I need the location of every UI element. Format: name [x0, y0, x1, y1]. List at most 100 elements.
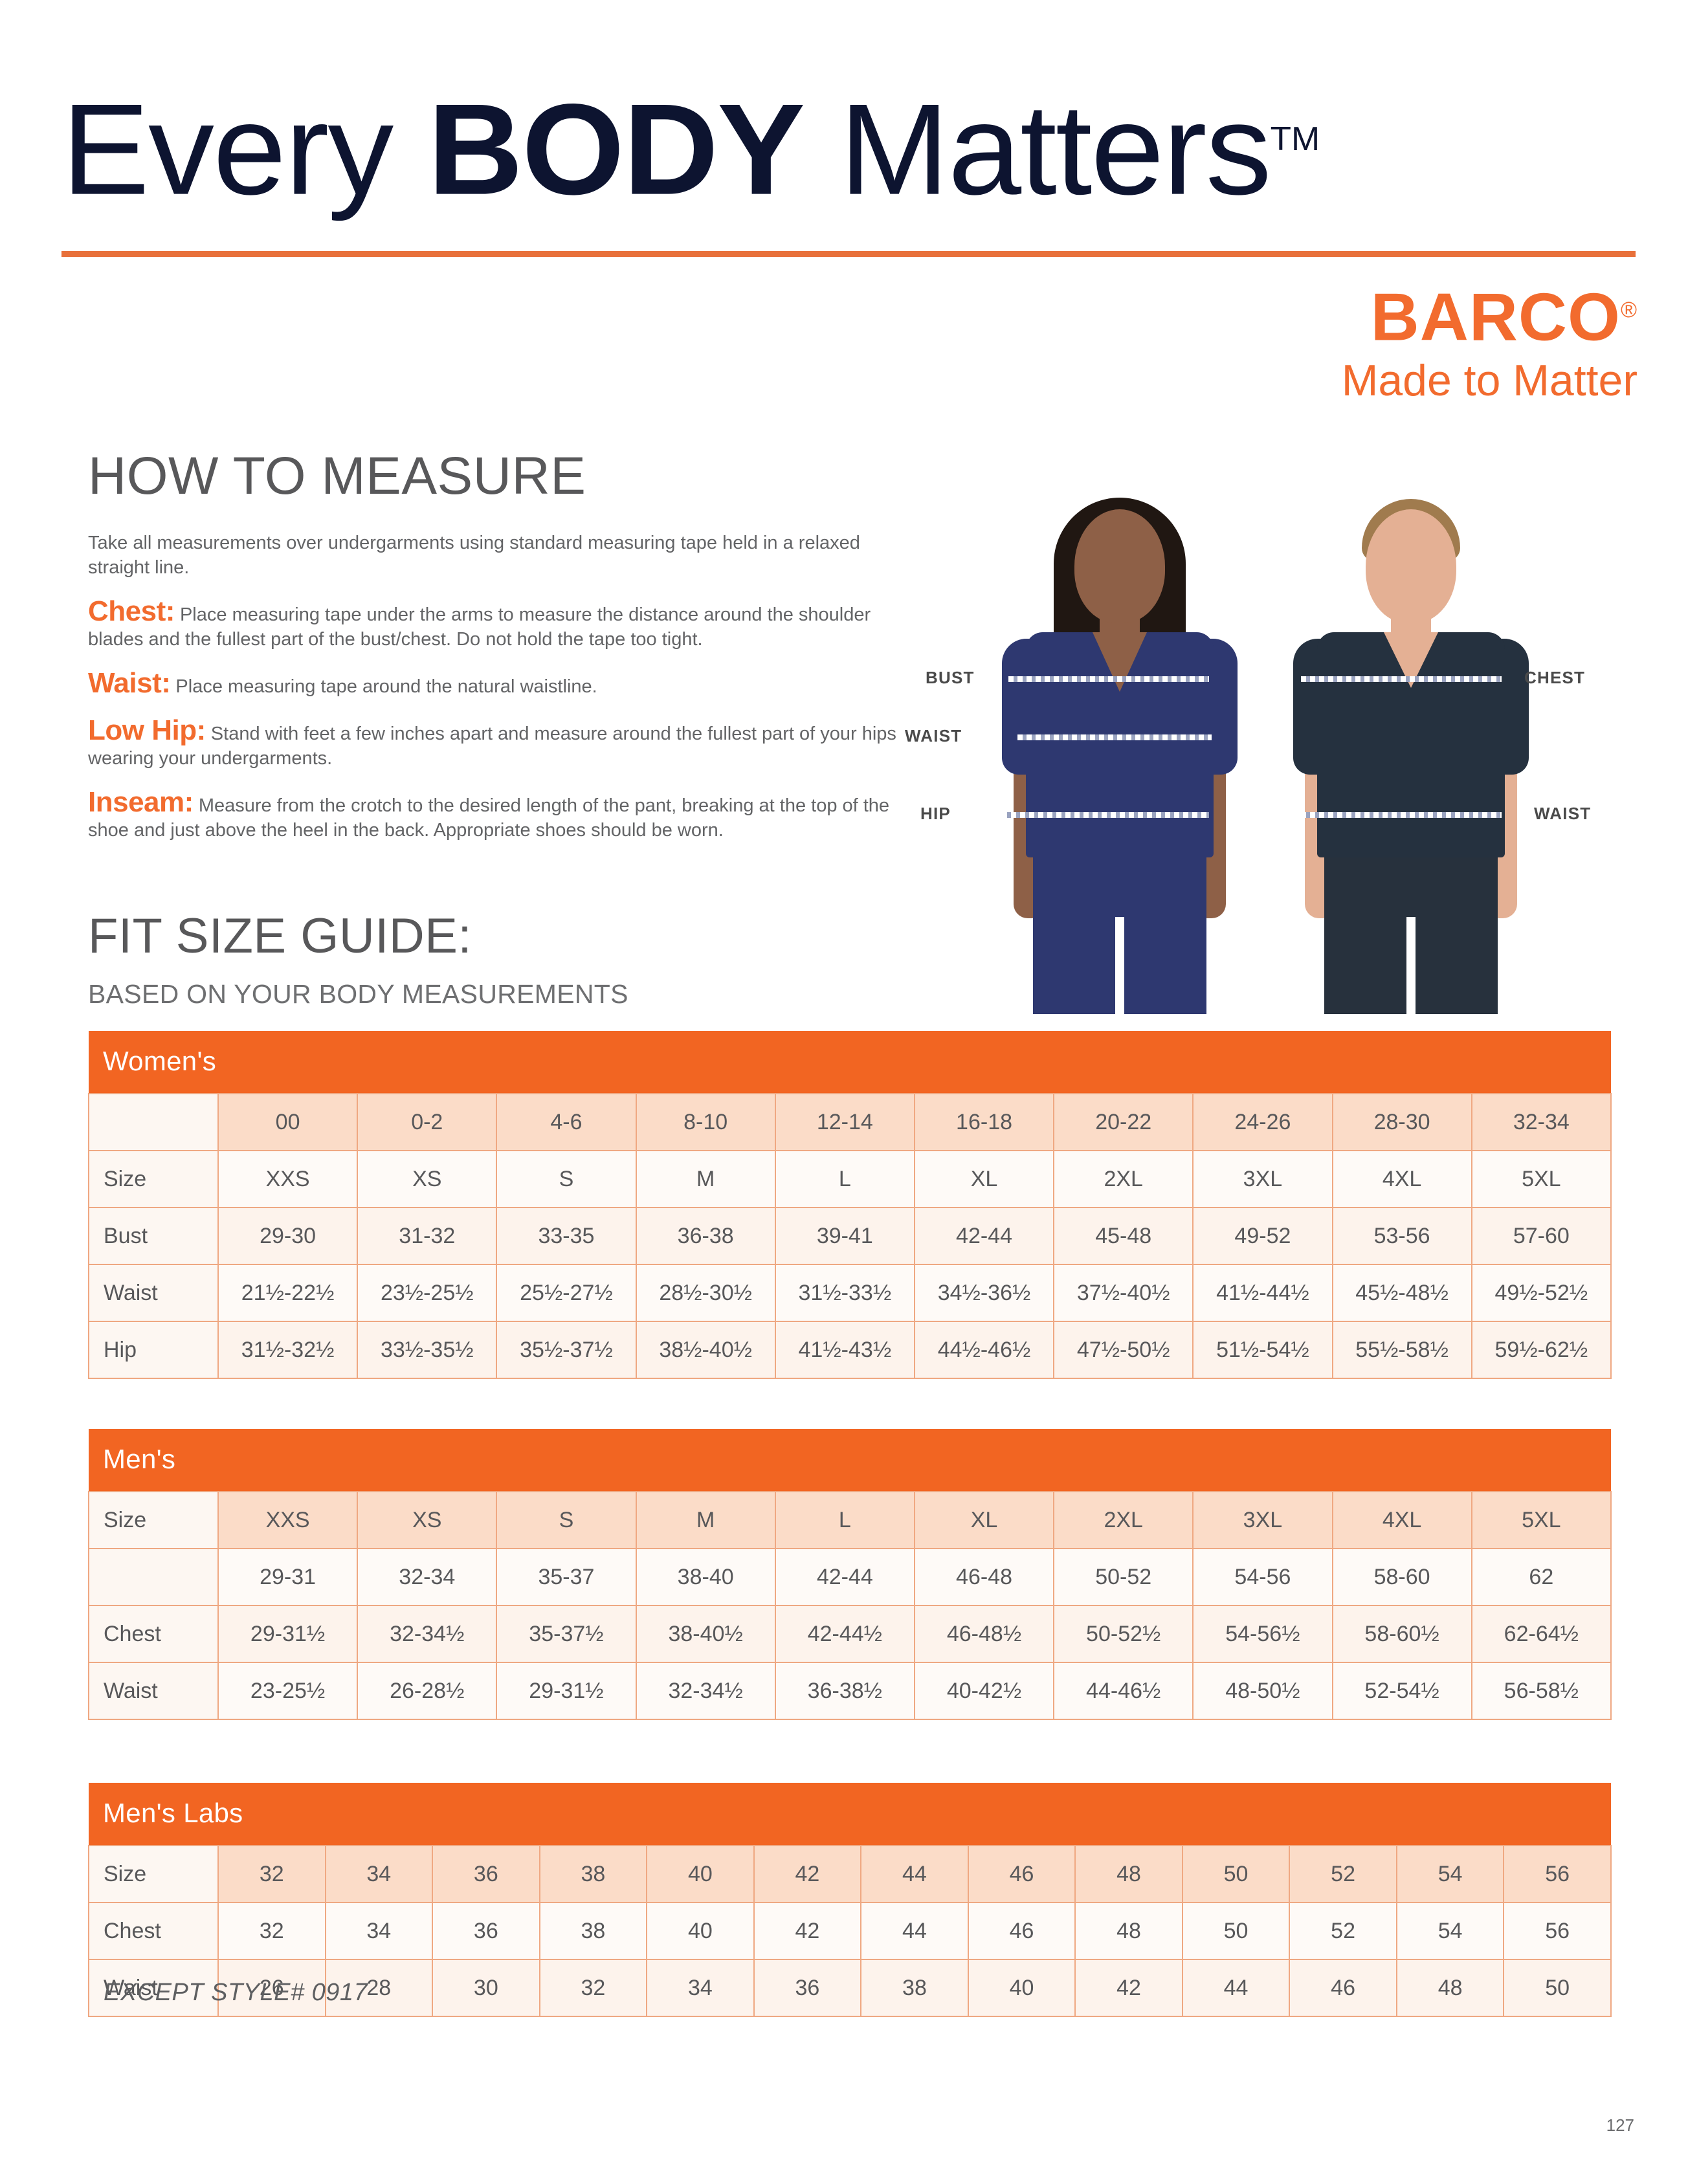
table-title-row: Women's	[89, 1031, 1611, 1094]
row-label: Size	[88, 1150, 219, 1208]
table-cell: 41½-44½	[1192, 1264, 1333, 1322]
table-cell: XS	[357, 1150, 498, 1208]
table-cell: 35-37	[496, 1548, 637, 1606]
table-cell: XXS	[217, 1150, 359, 1208]
column-header: 0-2	[357, 1093, 498, 1151]
measure-term-waist: Waist:	[88, 667, 171, 699]
table-cell: 50-52½	[1053, 1605, 1194, 1663]
table-cell: 55½-58½	[1331, 1321, 1472, 1379]
table-row: Bust 29-30 31-32 33-35 36-38 39-41 42-44 45-48 4…	[88, 1207, 1612, 1265]
measurement-diagram: BUST WAIST HIP CHEST WAIST	[905, 489, 1634, 1014]
table-cell: 38	[539, 1902, 648, 1960]
trademark-symbol: TM	[1270, 120, 1320, 158]
table-cell: 46	[967, 1902, 1076, 1960]
table-cell: 46	[1289, 1959, 1397, 2017]
table-cell: 44	[860, 1902, 969, 1960]
row-label: Chest	[88, 1902, 219, 1960]
table-cell: 32-34½	[357, 1605, 498, 1663]
table-cell: 29-31½	[496, 1662, 637, 1720]
footnote: EXCEPT STYLE# 0917	[104, 1979, 368, 2006]
table-cell: 21½-22½	[217, 1264, 359, 1322]
fit-size-guide-subheading: BASED ON YOUR BODY MEASUREMENTS	[88, 979, 628, 1009]
table-cell: 41½-43½	[774, 1321, 915, 1379]
table-cell: 50	[1503, 1959, 1612, 2017]
table-cell: 48-50½	[1192, 1662, 1333, 1720]
table-cell: 53-56	[1331, 1207, 1472, 1265]
column-header: 20-22	[1053, 1093, 1194, 1151]
table-cell: 58-60½	[1331, 1605, 1472, 1663]
table-cell: 3XL	[1192, 1150, 1333, 1208]
title-word-every: Every	[61, 77, 428, 222]
table-cell: 30	[432, 1959, 540, 2017]
table-cell: 34	[646, 1959, 755, 2017]
measure-desc-waist: Place measuring tape around the natural …	[170, 676, 597, 697]
column-header: M	[635, 1491, 776, 1549]
row-label	[88, 1548, 219, 1606]
mens-size-table: Men's Size XXS XS S M L XL 2XL 3XL 4XL 5XL 29-31 32-3…	[88, 1429, 1612, 1720]
table-cell: 36	[753, 1959, 862, 2017]
table-cell: 62-64½	[1471, 1605, 1612, 1663]
label-waist-female: WAIST	[905, 726, 962, 745]
table-cell: 29-30	[217, 1207, 359, 1265]
row-label: Chest	[88, 1605, 219, 1663]
measure-term-chest: Chest:	[88, 595, 175, 627]
column-header: 48	[1074, 1845, 1183, 1903]
fit-size-guide-heading: FIT SIZE GUIDE:	[88, 909, 472, 964]
table-cell: 35-37½	[496, 1605, 637, 1663]
barco-logo: BARCO® Made to Matter	[1342, 275, 1638, 406]
column-header: L	[774, 1491, 915, 1549]
label-chest: CHEST	[1524, 668, 1586, 687]
table-cell: 49-52	[1192, 1207, 1333, 1265]
table-cell: 48	[1074, 1902, 1183, 1960]
column-header: XS	[357, 1491, 498, 1549]
column-header: 46	[967, 1845, 1076, 1903]
table-cell: 38½-40½	[635, 1321, 776, 1379]
table-cell: 23-25½	[217, 1662, 359, 1720]
tape-line-chest	[1301, 676, 1502, 682]
brand-tagline: Made to Matter	[1341, 355, 1638, 405]
column-header: 38	[539, 1845, 648, 1903]
table-cell: 54-56½	[1192, 1605, 1333, 1663]
table-row: Hip 31½-32½ 33½-35½ 35½-37½ 38½-40½ 41½-43½ 44…	[88, 1321, 1612, 1379]
scrub-pants	[1324, 848, 1498, 1014]
table-cell: 52	[1289, 1902, 1397, 1960]
table-cell: 42-44½	[774, 1605, 915, 1663]
column-header: 54	[1395, 1845, 1505, 1903]
tape-line-waist-female	[1017, 734, 1212, 740]
column-header: 32	[217, 1845, 326, 1903]
measure-intro: Take all measurements over undergarments…	[88, 533, 860, 578]
tape-line-waist-male	[1301, 812, 1502, 818]
table-cell: 33-35	[496, 1207, 637, 1265]
table-cell: 36	[432, 1902, 540, 1960]
table-cell: 36-38	[635, 1207, 776, 1265]
table-cell: 40	[967, 1959, 1076, 2017]
page-number: 127	[1606, 2115, 1634, 2135]
table-cell: 52-54½	[1331, 1662, 1472, 1720]
table-cell: 25½-27½	[496, 1264, 637, 1322]
table-cell: 50-52	[1053, 1548, 1194, 1606]
row-label: Waist	[88, 1264, 219, 1322]
title-word-body: BODY	[427, 77, 805, 222]
table-cell: 29-31	[217, 1548, 359, 1606]
label-hip: HIP	[920, 804, 951, 823]
column-header: 40	[646, 1845, 755, 1903]
table-cell: 2XL	[1053, 1150, 1194, 1208]
table-cell: 26-28½	[357, 1662, 498, 1720]
table-cell: 32-34½	[635, 1662, 776, 1720]
table-cell: 33½-35½	[357, 1321, 498, 1379]
table-cell: 28½-30½	[635, 1264, 776, 1322]
table-cell: 44	[1181, 1959, 1291, 2017]
table-cell: 45½-48½	[1331, 1264, 1472, 1322]
table-cell: 46-48½	[913, 1605, 1055, 1663]
column-header: 24-26	[1192, 1093, 1333, 1151]
row-label-header: Size	[88, 1491, 219, 1549]
table-cell: 28	[324, 1959, 434, 2017]
tape-line-bust	[1008, 676, 1209, 682]
table-cell: S	[496, 1150, 637, 1208]
column-header: 12-14	[774, 1093, 915, 1151]
column-header: 8-10	[635, 1093, 776, 1151]
table-cell: 29-31½	[217, 1605, 359, 1663]
table-cell: 38-40	[635, 1548, 776, 1606]
female-model-figure	[984, 495, 1256, 1014]
measure-item-chest: Chest: Place measuring tape under the ar…	[88, 597, 923, 652]
